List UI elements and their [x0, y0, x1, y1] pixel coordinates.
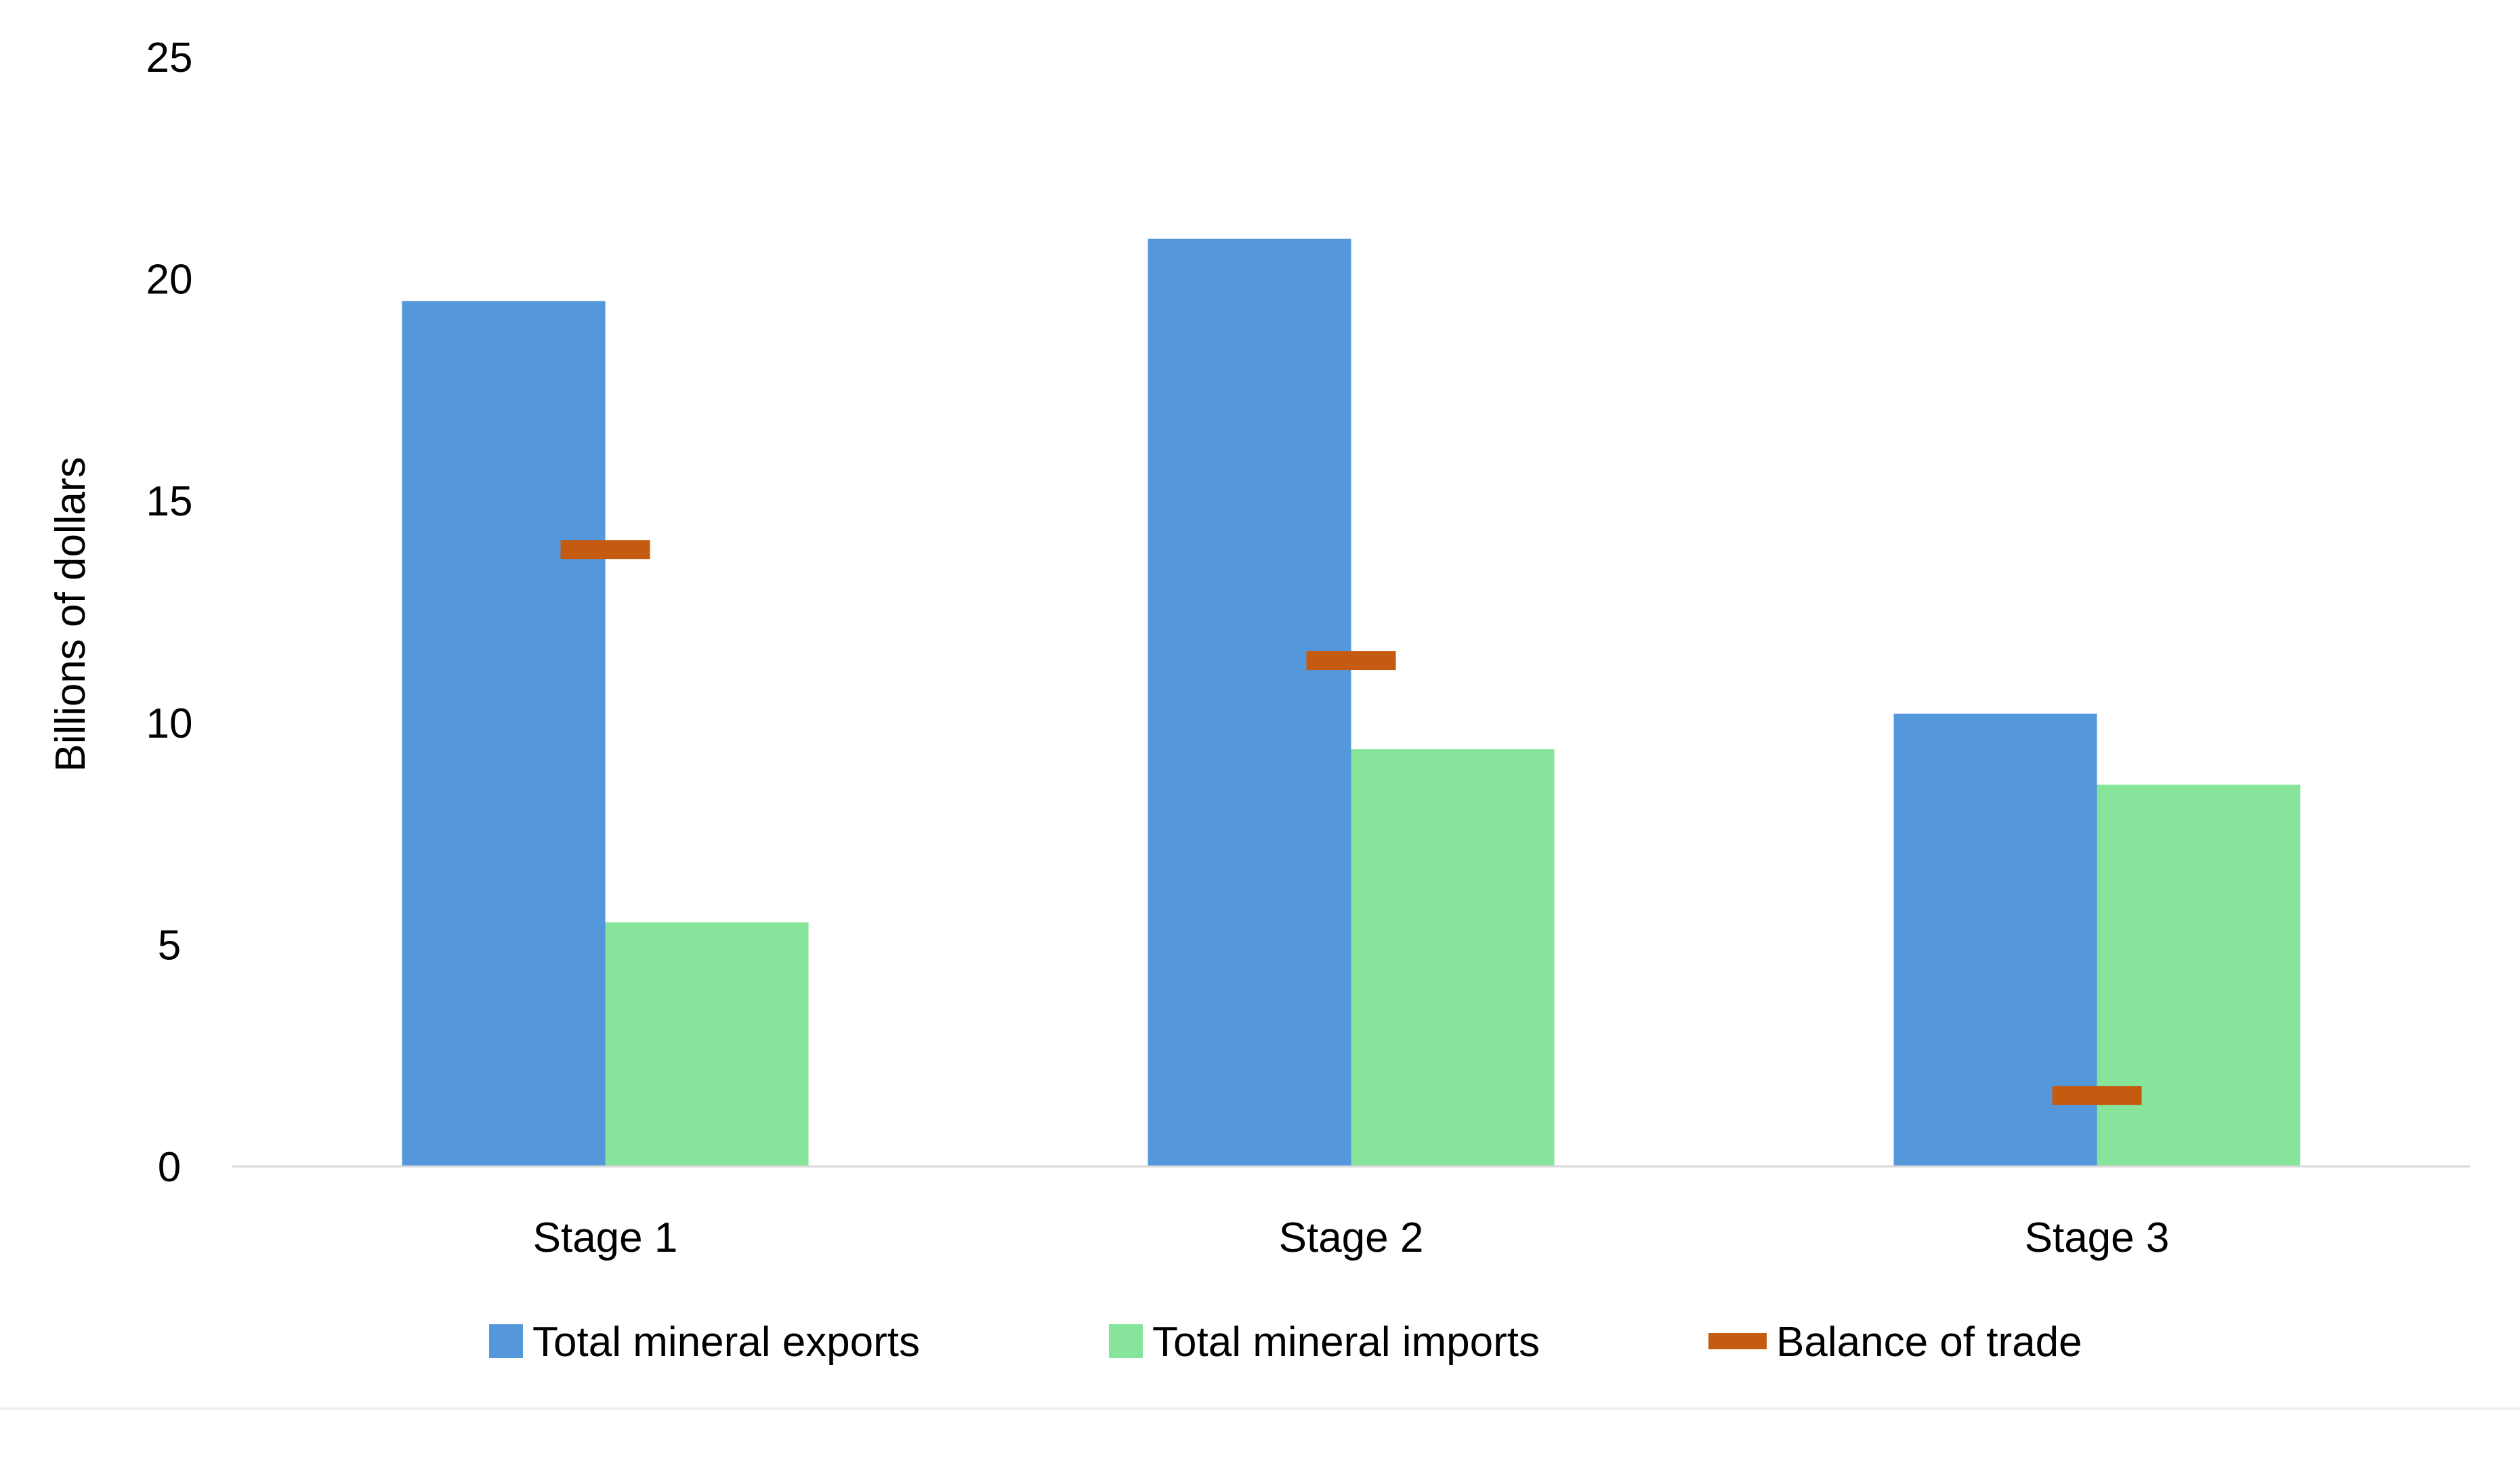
y-axis-label: Billions of dollars [47, 457, 94, 772]
legend-label: Balance of trade [1776, 1319, 2082, 1366]
y-tick-label: 5 [158, 922, 181, 969]
x-axis-ticks: Stage 1 Stage 2 Stage 3 [533, 1215, 2170, 1261]
bottom-divider [0, 1408, 2520, 1410]
bar-total-mineral-imports [605, 922, 809, 1166]
x-tick-label: Stage 3 [2025, 1215, 2170, 1261]
bar-total-mineral-exports [402, 301, 606, 1166]
x-tick-label: Stage 2 [1279, 1215, 1424, 1261]
y-axis-ticks: 0 5 10 15 20 25 [146, 35, 193, 1191]
bar-total-mineral-exports [1148, 238, 1351, 1167]
y-tick-label: 10 [146, 700, 193, 747]
y-tick-label: 0 [158, 1144, 181, 1191]
x-tick-label: Stage 1 [533, 1215, 678, 1261]
legend-swatch [1708, 1333, 1767, 1349]
y-tick-label: 15 [146, 478, 193, 525]
legend-item: Balance of trade [1708, 1319, 2082, 1366]
balance-markers [560, 540, 2142, 1105]
legend: Total mineral exports Total mineral impor… [489, 1319, 2082, 1366]
legend-swatch [1109, 1324, 1143, 1358]
legend-label: Total mineral exports [532, 1319, 920, 1366]
balance-marker [560, 540, 650, 559]
bar-total-mineral-imports [1351, 749, 1555, 1166]
legend-swatch [489, 1324, 523, 1358]
y-tick-label: 25 [146, 35, 193, 81]
balance-marker [2052, 1086, 2142, 1105]
y-tick-label: 20 [146, 257, 193, 303]
bars [402, 238, 2301, 1167]
legend-item: Total mineral imports [1109, 1319, 1540, 1366]
legend-item: Total mineral exports [489, 1319, 920, 1366]
bar-total-mineral-imports [2097, 784, 2301, 1166]
balance-marker [1306, 651, 1396, 671]
legend-label: Total mineral imports [1152, 1319, 1540, 1366]
